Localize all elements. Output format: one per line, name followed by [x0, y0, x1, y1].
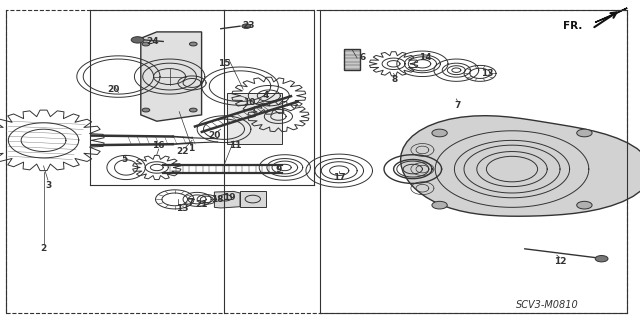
Text: 8: 8: [392, 75, 398, 84]
Text: 7: 7: [188, 198, 194, 207]
Circle shape: [242, 24, 251, 28]
Text: 16: 16: [152, 141, 165, 150]
Text: 9: 9: [275, 165, 282, 174]
Circle shape: [142, 42, 150, 46]
Text: 4: 4: [262, 91, 269, 100]
Text: 7: 7: [454, 101, 461, 110]
Text: 1: 1: [188, 144, 194, 153]
Text: 20: 20: [208, 131, 221, 140]
Bar: [240, 191, 266, 207]
Text: 10: 10: [243, 98, 256, 107]
Circle shape: [432, 201, 447, 209]
Text: 23: 23: [242, 21, 255, 30]
Circle shape: [189, 108, 197, 112]
Text: 5: 5: [122, 155, 128, 164]
Text: 17: 17: [333, 173, 346, 182]
Circle shape: [595, 256, 608, 262]
Text: 24: 24: [146, 37, 159, 46]
Polygon shape: [401, 116, 640, 216]
Text: FR.: FR.: [563, 20, 582, 31]
Text: 20: 20: [108, 85, 120, 94]
Bar: [344, 49, 360, 70]
Polygon shape: [214, 191, 240, 208]
Text: 11: 11: [229, 141, 242, 150]
Text: 13: 13: [176, 204, 189, 213]
Circle shape: [131, 37, 144, 43]
Text: 19: 19: [223, 193, 236, 202]
Polygon shape: [595, 8, 627, 22]
Circle shape: [142, 108, 150, 112]
Text: SCV3-M0810: SCV3-M0810: [516, 300, 579, 310]
Text: 21: 21: [195, 200, 208, 209]
Bar: [227, 93, 282, 144]
Text: 13: 13: [481, 69, 494, 78]
Circle shape: [189, 42, 197, 46]
Circle shape: [577, 201, 592, 209]
Text: 3: 3: [45, 181, 51, 189]
Polygon shape: [141, 32, 202, 121]
Text: 22: 22: [176, 147, 189, 156]
Text: 6: 6: [360, 53, 366, 62]
Text: 15: 15: [218, 59, 230, 68]
Text: 2: 2: [40, 244, 47, 253]
Text: 18: 18: [211, 195, 224, 204]
Circle shape: [577, 129, 592, 137]
Text: 12: 12: [554, 257, 566, 266]
Circle shape: [432, 129, 447, 137]
Text: 14: 14: [419, 53, 432, 62]
